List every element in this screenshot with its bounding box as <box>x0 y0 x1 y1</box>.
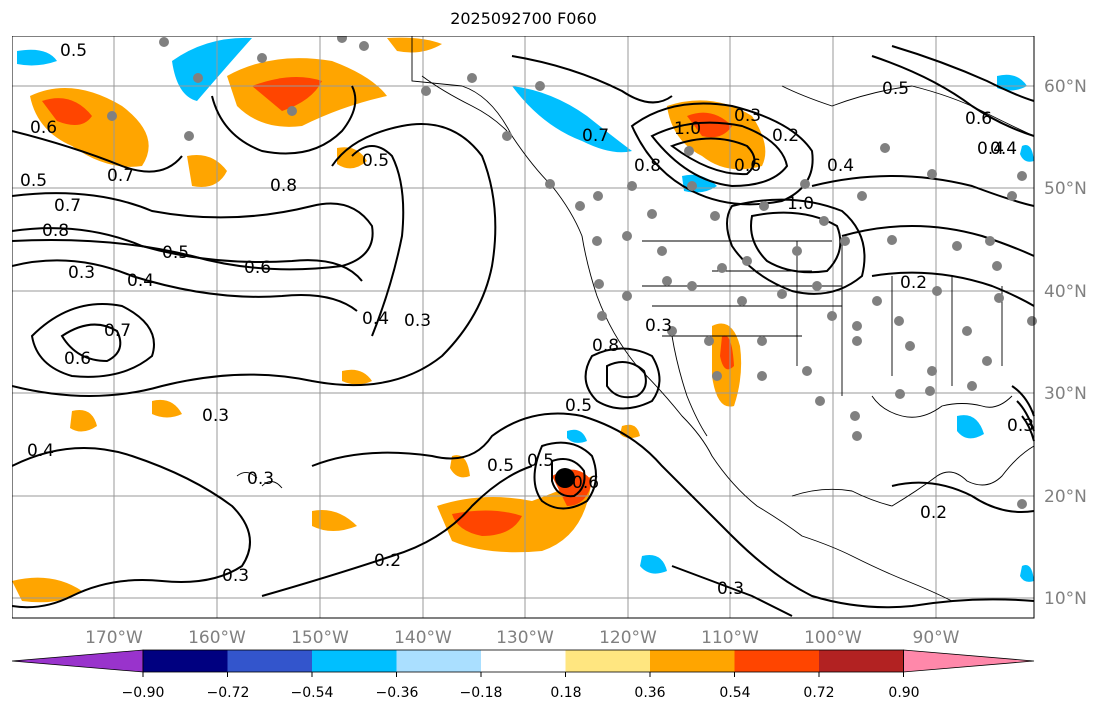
lon-label: 170°W <box>85 628 143 648</box>
colorbar-swatch <box>312 650 397 672</box>
lon-label: 160°W <box>188 628 246 648</box>
colorbar-extend-high <box>903 649 1035 673</box>
contour-label: 0.5 <box>162 243 189 263</box>
lon-label: 140°W <box>394 628 452 648</box>
colorbar-swatch <box>650 650 735 672</box>
colorbar-swatch <box>396 650 482 672</box>
contour-labels: 0.5 0.6 0.5 0.7 0.7 0.8 0.3 0.4 0.5 0.6 … <box>20 41 1034 599</box>
colorbar-tick-label: −0.18 <box>460 685 503 701</box>
contour-label: 0.4 <box>990 139 1017 159</box>
contour-label: 0.4 <box>27 441 54 461</box>
contour-label: 0.6 <box>734 156 761 176</box>
lat-label: 50°N <box>1044 179 1087 199</box>
colorbar-swatch <box>734 650 820 672</box>
contour-label: 0.6 <box>64 349 91 369</box>
colorbar-ticks: −0.90 −0.72 −0.54 −0.36 −0.18 0.18 0.36 … <box>122 685 920 701</box>
colorbar-extend-low <box>12 649 144 673</box>
lon-label: 130°W <box>496 628 554 648</box>
positive-anomaly-shading <box>12 37 766 603</box>
contour-label: 0.5 <box>487 456 514 476</box>
contour-label: 0.8 <box>592 336 619 356</box>
lon-label: 150°W <box>291 628 349 648</box>
lon-label: 120°W <box>599 628 657 648</box>
colorbar-swatch <box>143 650 228 672</box>
colorbar-outline <box>142 649 904 673</box>
contour-label: 0.8 <box>634 156 661 176</box>
chart-title: 2025092700 F060 <box>450 9 597 28</box>
contour-label: 0.3 <box>404 311 431 331</box>
contour-label: 0.7 <box>582 126 609 146</box>
contour-label: 0.3 <box>734 106 761 126</box>
lat-label: 60°N <box>1044 77 1087 97</box>
colorbar-swatch <box>565 650 651 672</box>
colorbar-tick-label: 0.72 <box>803 685 834 701</box>
lat-label: 40°N <box>1044 282 1087 302</box>
colorbar-tick-label: 0.90 <box>888 685 919 701</box>
contour-label: 0.5 <box>882 79 909 99</box>
longitude-labels: 170°W 160°W 150°W 140°W 130°W 120°W 110°… <box>85 628 960 648</box>
contour-label: 0.4 <box>362 309 389 329</box>
contour-label: 0.6 <box>244 258 271 278</box>
contour-label: 0.7 <box>107 166 134 186</box>
contour-label: 1.0 <box>787 194 814 214</box>
station-dots <box>107 36 1037 509</box>
map-area: 0.5 0.6 0.5 0.7 0.7 0.8 0.3 0.4 0.5 0.6 … <box>12 36 1037 619</box>
latitude-labels: 60°N 50°N 40°N 30°N 20°N 10°N <box>1044 77 1087 609</box>
storm-center-marker <box>555 468 575 488</box>
lat-label: 20°N <box>1044 487 1087 507</box>
colorbar-swatch <box>481 650 566 672</box>
coastlines <box>236 36 1035 602</box>
colorbar-swatch <box>819 650 904 672</box>
map-panel: 0.5 0.6 0.5 0.7 0.7 0.8 0.3 0.4 0.5 0.6 … <box>12 36 1087 701</box>
colorbar-tick-label: −0.90 <box>122 685 165 701</box>
graticule <box>12 36 1034 618</box>
contour-label: 0.8 <box>270 176 297 196</box>
contour-label: 0.3 <box>717 579 744 599</box>
contour-label: 0.3 <box>247 469 274 489</box>
lon-label: 90°W <box>913 628 960 648</box>
contour-lines <box>12 45 1035 617</box>
contour-label: 0.3 <box>202 406 229 426</box>
contour-label: 0.4 <box>127 271 154 291</box>
contour-label: 0.5 <box>20 171 47 191</box>
colorbar-swatches <box>12 649 1035 677</box>
contour-label: 0.7 <box>54 196 81 216</box>
contour-label: 0.5 <box>565 396 592 416</box>
contour-label: 0.6 <box>965 109 992 129</box>
contour-label: 0.2 <box>772 126 799 146</box>
contour-label: 0.4 <box>977 139 1004 159</box>
colorbar-swatch <box>227 650 313 672</box>
lat-label: 10°N <box>1044 589 1087 609</box>
contour-label: 0.4 <box>827 156 854 176</box>
colorbar-tick-label: 0.54 <box>719 685 750 701</box>
contour-label: 0.5 <box>60 41 87 61</box>
lon-label: 100°W <box>804 628 862 648</box>
contour-label: 0.2 <box>374 551 401 571</box>
colorbar: −0.90 −0.72 −0.54 −0.36 −0.18 0.18 0.36 … <box>12 649 1035 701</box>
colorbar-tick-label: 0.36 <box>634 685 665 701</box>
contour-label: 0.5 <box>527 451 554 471</box>
contour-label: 0.6 <box>572 473 599 493</box>
contour-label: 0.3 <box>645 316 672 336</box>
lon-label: 110°W <box>701 628 759 648</box>
contour-label: 0.3 <box>68 263 95 283</box>
colorbar-tick-label: 0.18 <box>550 685 581 701</box>
lat-label: 30°N <box>1044 384 1087 404</box>
colorbar-tick-label: −0.36 <box>376 685 419 701</box>
contour-label: 0.2 <box>920 503 947 523</box>
colorbar-tick-label: −0.72 <box>207 685 250 701</box>
contour-label: 0.5 <box>362 151 389 171</box>
contour-label: 0.3 <box>1007 416 1034 436</box>
colorbar-tick-label: −0.54 <box>291 685 334 701</box>
contour-label: 0.7 <box>104 321 131 341</box>
contour-label: 0.2 <box>900 273 927 293</box>
contour-label: 1.0 <box>674 119 701 139</box>
contour-label: 0.3 <box>222 566 249 586</box>
contour-label: 0.8 <box>42 221 69 241</box>
contour-label: 0.6 <box>30 118 57 138</box>
